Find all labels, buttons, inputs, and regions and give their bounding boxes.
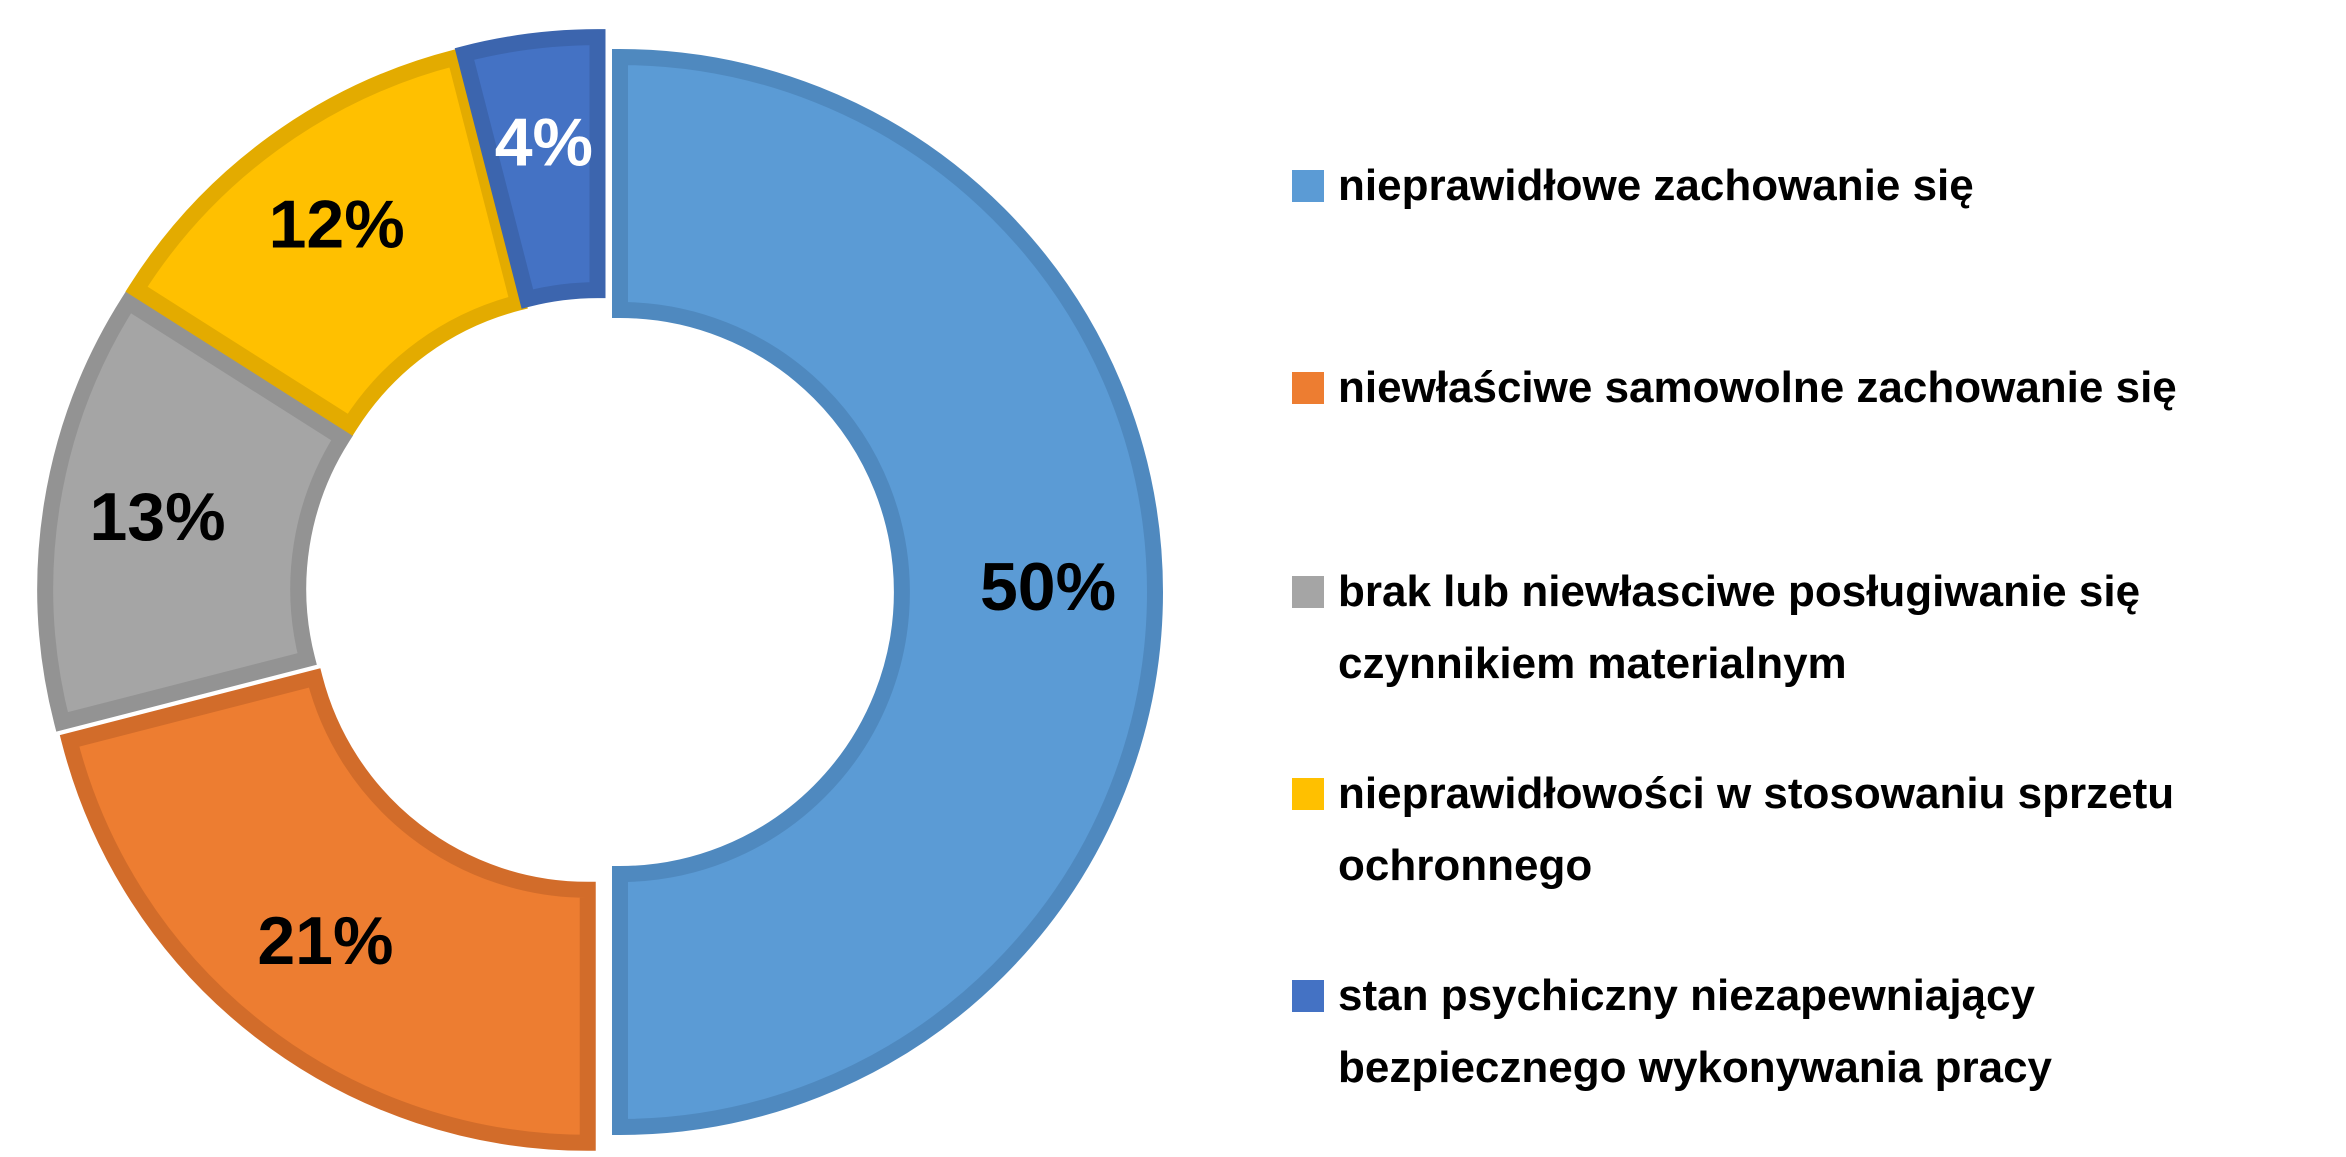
legend-label: niewłaściwe samowolne zachowanie się [1338, 363, 2177, 412]
chart: 50% 21% 13% 12% 4% [37, 29, 1163, 1151]
legend-swatch [1292, 778, 1324, 810]
legend-label: nieprawidłowe zachowanie się [1338, 161, 1974, 210]
donut-slice [125, 47, 528, 436]
value-label: 13% [89, 479, 225, 555]
legend-item: nieprawidłowe zachowanie się [1292, 150, 2332, 222]
legend-swatch [1292, 170, 1324, 202]
legend-label: brak lub niewłasciwe posługiwanie się cz… [1338, 567, 2141, 688]
legend-label: stan psychiczny niezapewniający bezpiecz… [1338, 971, 2053, 1092]
value-label: 21% [257, 903, 393, 979]
donut-slice [454, 29, 606, 309]
legend-item: stan psychiczny niezapewniający bezpiecz… [1292, 960, 2332, 1104]
legend-item: niewłaściwe samowolne zachowanie się [1292, 352, 2332, 424]
donut-slice [59, 668, 596, 1151]
value-label: 12% [269, 187, 405, 263]
legend-swatch [1292, 980, 1324, 1012]
legend-swatch [1292, 372, 1324, 404]
legend-item: brak lub niewłasciwe posługiwanie się cz… [1292, 556, 2332, 700]
legend-label: nieprawidłowości w stosowaniu sprzetu oc… [1338, 769, 2175, 890]
legend-swatch [1292, 576, 1324, 608]
value-label: 4% [495, 105, 593, 181]
legend-item: nieprawidłowości w stosowaniu sprzetu oc… [1292, 758, 2332, 902]
donut-slice [37, 291, 354, 732]
value-label: 50% [980, 549, 1116, 625]
donut-slice [612, 48, 1163, 1136]
